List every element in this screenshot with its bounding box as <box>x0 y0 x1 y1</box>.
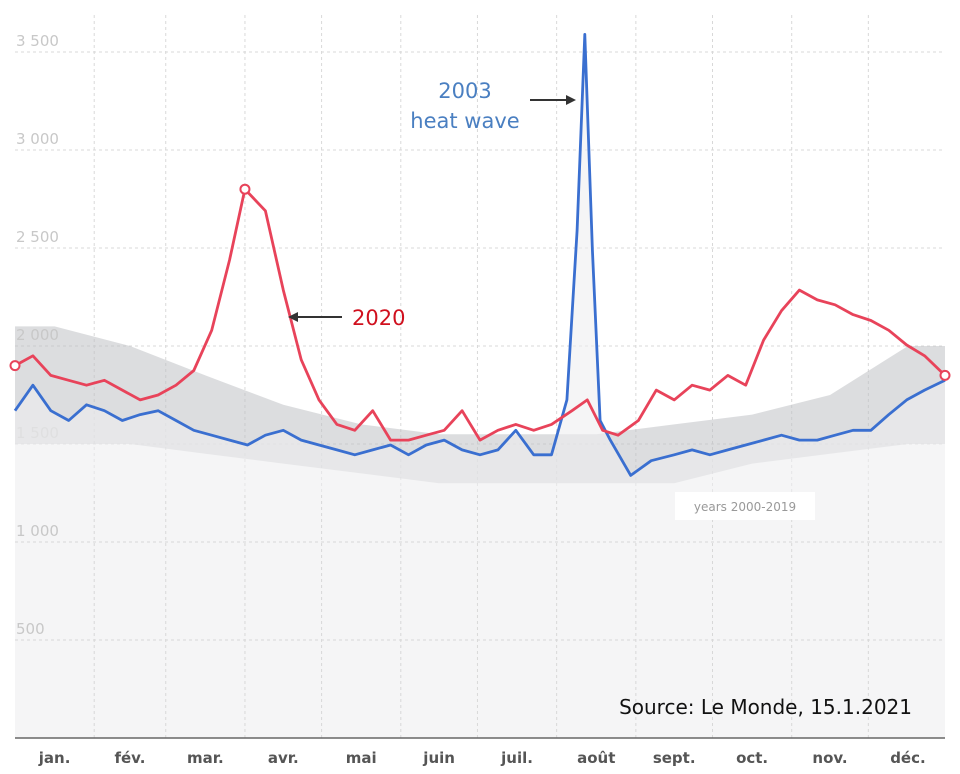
y-tick-label: 2 000 <box>16 326 59 344</box>
y-tick-label: 3 500 <box>16 32 59 50</box>
marker-2020 <box>9 360 21 372</box>
source-note: Source: Le Monde, 15.1.2021 <box>619 695 912 719</box>
marker-2020 <box>239 183 251 195</box>
x-tick-label: nov. <box>812 749 847 767</box>
x-tick-label: déc. <box>890 749 926 767</box>
heatwave-arrow <box>530 95 576 105</box>
covid-arrow <box>288 312 342 322</box>
x-tick-label: mar. <box>187 749 224 767</box>
x-tick-label: juil. <box>500 749 533 767</box>
heatwave-label-text: heat wave <box>410 109 519 133</box>
band-label-box <box>675 492 815 520</box>
y-tick-label: 500 <box>16 620 45 638</box>
x-tick-label: oct. <box>736 749 768 767</box>
x-tick-label: fév. <box>114 749 145 767</box>
series-line-2020 <box>14 187 946 442</box>
series-2003-fill <box>15 34 945 494</box>
y-tick-label: 3 000 <box>16 130 59 148</box>
x-tick-label: avr. <box>268 749 299 767</box>
y-tick-label: 2 500 <box>16 228 59 246</box>
x-tick-label: jan. <box>38 749 71 767</box>
x-tick-label: août <box>577 749 615 767</box>
series-lines <box>9 33 951 494</box>
band-label: years 2000-2019 <box>694 500 796 514</box>
y-tick-label: 1 000 <box>16 522 59 540</box>
marker-2020 <box>939 369 951 381</box>
plot-lower-fill <box>15 493 945 738</box>
x-axis: jan. fév. mar. avr. mai juin juil. août sept. oct… <box>38 749 926 767</box>
series-line-2003 <box>13 33 946 477</box>
x-tick-label: mai <box>346 749 377 767</box>
x-tick-label: sept. <box>653 749 696 767</box>
heatwave-label-year: 2003 <box>438 79 491 103</box>
covid-label: 2020 <box>352 306 405 330</box>
x-tick-label: juin <box>422 749 455 767</box>
